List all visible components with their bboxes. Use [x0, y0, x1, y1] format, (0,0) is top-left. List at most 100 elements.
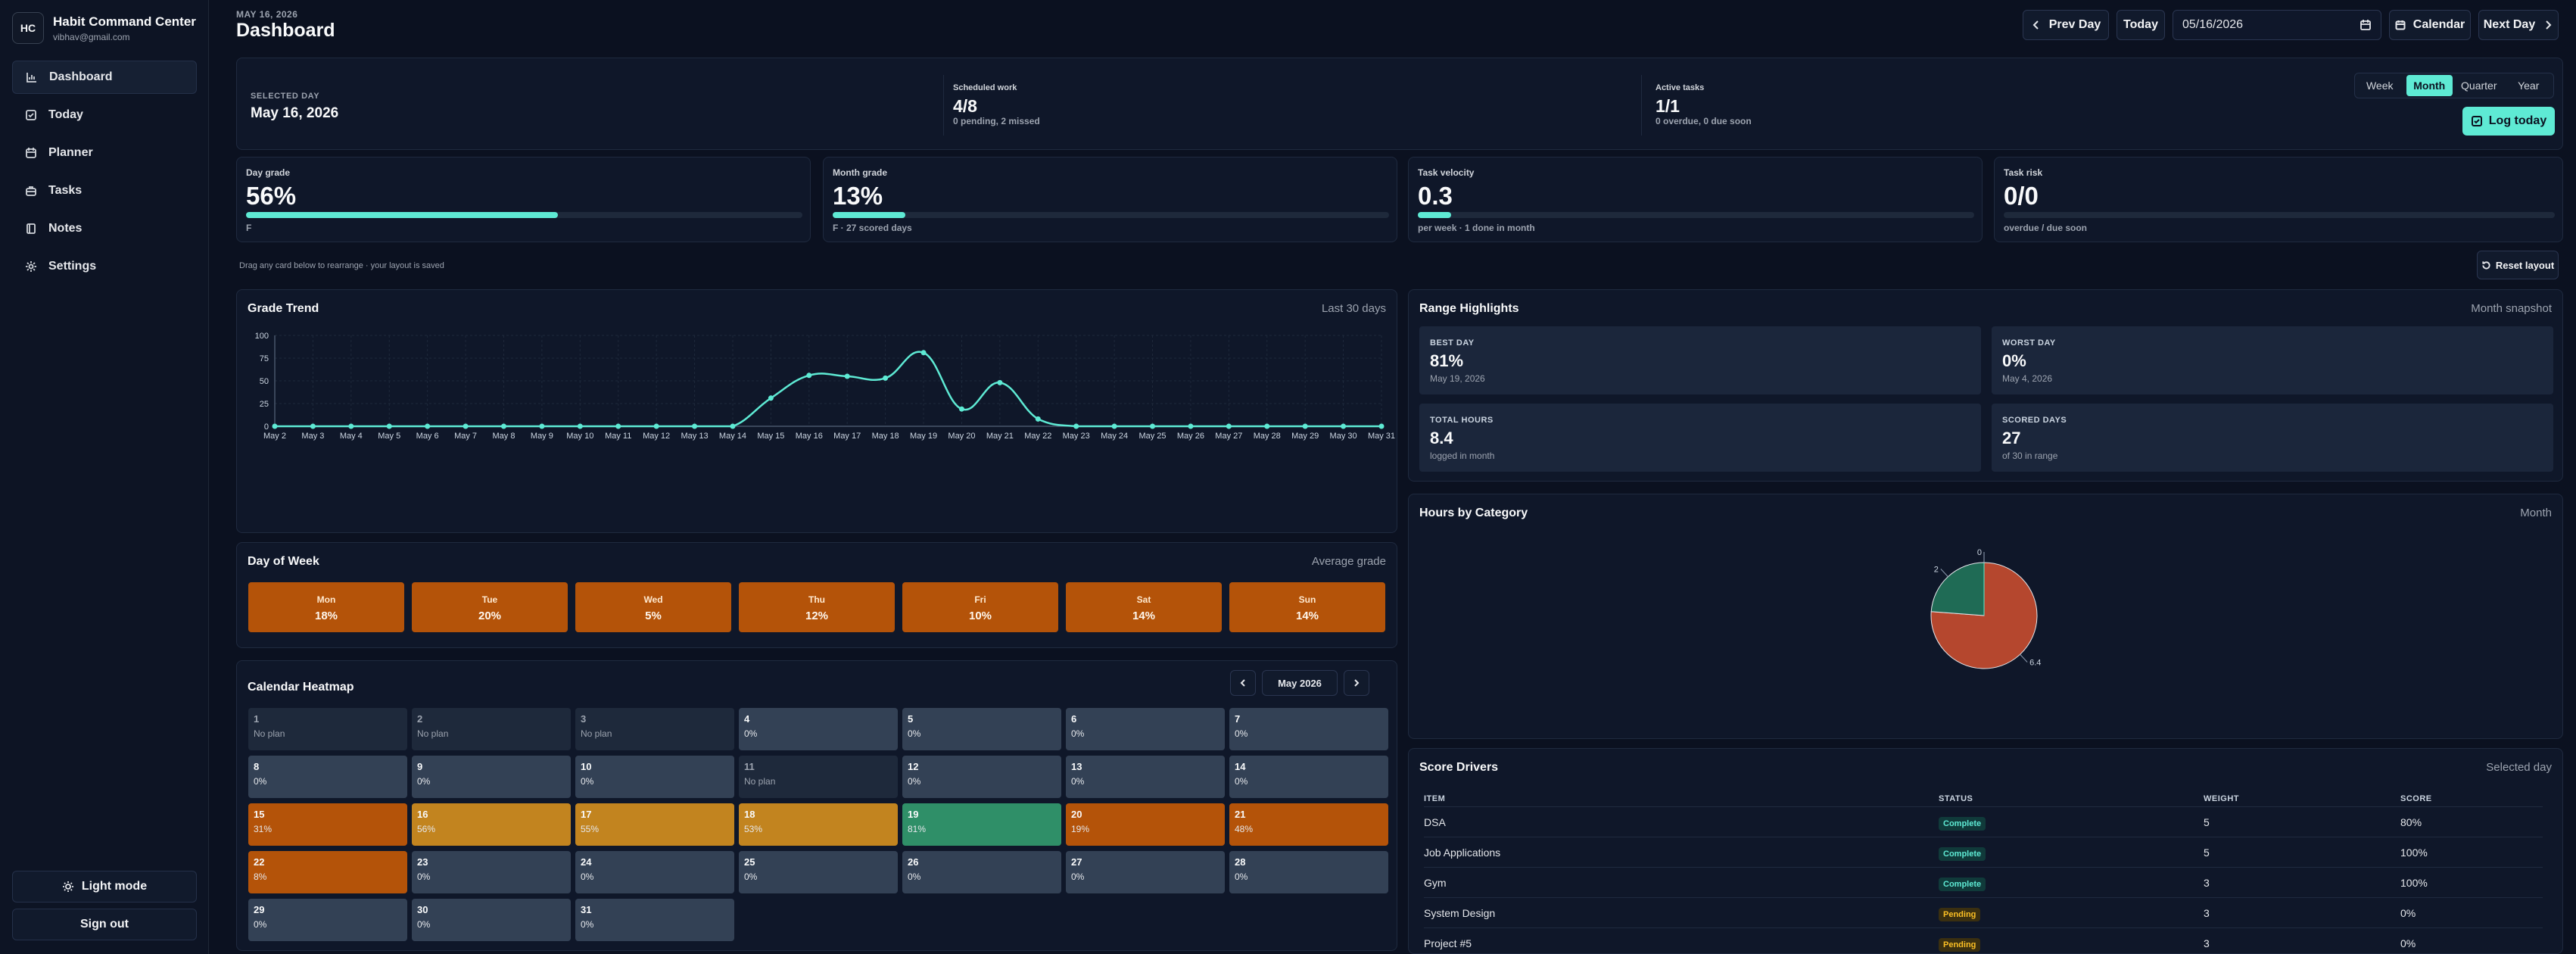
heatmap-day-cell[interactable]: 2 No plan	[412, 708, 571, 750]
heatmap-day-cell[interactable]: 17 55%	[575, 803, 734, 846]
sidebar-item-dashboard[interactable]: Dashboard	[12, 61, 197, 94]
kpi-value: 56%	[246, 182, 297, 210]
heatmap-day-cell[interactable]: 6 0%	[1066, 708, 1225, 750]
heatmap-day-number: 26	[908, 856, 919, 868]
day-value: 12%	[805, 610, 829, 622]
prev-day-button[interactable]: Prev Day	[2023, 10, 2109, 40]
driver-weight: 5	[2204, 816, 2210, 828]
heatmap-day-cell[interactable]: 12 0%	[902, 756, 1061, 798]
calendar-button[interactable]: Calendar	[2389, 10, 2471, 40]
log-today-button[interactable]: Log today	[2462, 107, 2555, 136]
sidebar-item-notes[interactable]: Notes	[12, 212, 197, 245]
driver-item: Project #5	[1424, 937, 1472, 949]
heatmap-day-cell[interactable]: 28 0%	[1229, 851, 1388, 893]
heatmap-day-cell[interactable]: 4 0%	[739, 708, 898, 750]
heatmap-day-cell[interactable]: 15 31%	[248, 803, 407, 846]
range-highlights-card[interactable]: Range Highlights Month snapshot BEST DAY…	[1408, 289, 2563, 482]
range-quarter[interactable]: Quarter	[2461, 80, 2497, 92]
today-button[interactable]: Today	[2117, 10, 2165, 40]
calendar-heatmap-card[interactable]: Calendar Heatmap May 2026 1 No plan 2 No pl…	[236, 660, 1397, 951]
x-tick-label: May 2	[263, 432, 286, 441]
heatmap-day-cell[interactable]: 1 No plan	[248, 708, 407, 750]
score-drivers-card[interactable]: Score Drivers Selected day ITEM STATUS W…	[1408, 748, 2563, 954]
heatmap-day-cell[interactable]: 19 81%	[902, 803, 1061, 846]
sidebar-item-tasks[interactable]: Tasks	[12, 174, 197, 207]
heatmap-day-cell[interactable]: 24 0%	[575, 851, 734, 893]
heatmap-day-cell[interactable]: 9 0%	[412, 756, 571, 798]
y-tick-label: 75	[260, 354, 269, 363]
data-point	[692, 423, 698, 429]
heatmap-day-cell[interactable]: 26 0%	[902, 851, 1061, 893]
heatmap-day-cell[interactable]: 29 0%	[248, 899, 407, 941]
data-point	[348, 423, 354, 429]
x-tick-label: May 24	[1101, 432, 1128, 441]
sign-out-button[interactable]: Sign out	[12, 909, 197, 940]
heatmap-day-number: 23	[417, 856, 428, 868]
heatmap-next-month-button[interactable]	[1344, 670, 1369, 696]
next-day-button[interactable]: Next Day	[2478, 10, 2559, 40]
date-input[interactable]: 05/16/2026	[2173, 10, 2381, 40]
heatmap-day-value: 0%	[908, 776, 921, 787]
hours-pie-chart: 6.4 2 0	[1930, 548, 2041, 669]
heatmap-day-cell[interactable]: 18 53%	[739, 803, 898, 846]
range-week[interactable]: Week	[2366, 80, 2394, 92]
sidebar-item-label: Settings	[48, 260, 97, 273]
grade-trend-line	[275, 351, 1381, 428]
heatmap-day-cell[interactable]: 20 19%	[1066, 803, 1225, 846]
heatmap-day-cell[interactable]: 14 0%	[1229, 756, 1388, 798]
heatmap-day-cell[interactable]: 13 0%	[1066, 756, 1225, 798]
heatmap-day-cell[interactable]: 10 0%	[575, 756, 734, 798]
heatmap-day-value: 0%	[744, 871, 758, 882]
heatmap-day-cell[interactable]: 21 48%	[1229, 803, 1388, 846]
day-of-week-card[interactable]: Day of Week Average grade Mon 18% Tue 20% …	[236, 542, 1397, 648]
driver-item: System Design	[1424, 907, 1496, 919]
grade-trend-card[interactable]: Grade Trend Last 30 days 0 25 50 75 100 May 2…	[236, 289, 1397, 533]
summary-panel: SELECTED DAY May 16, 2026 Scheduled work…	[236, 58, 2563, 150]
heatmap-day-cell[interactable]: 8 0%	[248, 756, 407, 798]
heatmap-day-cell[interactable]: 27 0%	[1066, 851, 1225, 893]
kpi-progress-bar	[833, 212, 1389, 218]
sidebar-item-settings[interactable]: Settings	[12, 250, 197, 283]
heatmap-day-value: 0%	[254, 919, 267, 930]
highlight-sub: logged in month	[1430, 450, 1495, 461]
heatmap-day-cell[interactable]: 30 0%	[412, 899, 571, 941]
data-point	[844, 373, 850, 379]
y-tick-label: 0	[264, 422, 269, 432]
hours-by-category-card[interactable]: Hours by Category Month 6.4 2 0	[1408, 494, 2563, 739]
pie-label-leader	[2020, 653, 2028, 662]
light-mode-button[interactable]: Light mode	[12, 871, 197, 903]
driver-weight: 3	[2204, 907, 2210, 919]
range-year[interactable]: Year	[2518, 80, 2540, 92]
sidebar-item-today[interactable]: Today	[12, 98, 197, 132]
heatmap-day-cell[interactable]: 31 0%	[575, 899, 734, 941]
heatmap-day-value: No plan	[744, 776, 776, 787]
selected-day-label: SELECTED DAY	[251, 92, 320, 101]
heatmap-day-value: 31%	[254, 824, 273, 834]
sidebar-item-planner[interactable]: Planner	[12, 136, 197, 170]
app-logo: HC	[12, 12, 44, 44]
x-tick-label: May 9	[531, 432, 553, 441]
heatmap-day-cell[interactable]: 5 0%	[902, 708, 1061, 750]
heatmap-prev-month-button[interactable]	[1230, 670, 1256, 696]
heatmap-day-cell[interactable]: 3 No plan	[575, 708, 734, 750]
heatmap-day-cell[interactable]: 25 0%	[739, 851, 898, 893]
driver-score: 80%	[2400, 816, 2422, 828]
heatmap-day-cell[interactable]: 16 56%	[412, 803, 571, 846]
reset-layout-button[interactable]: Reset layout	[2477, 251, 2559, 279]
heatmap-day-cell[interactable]: 22 8%	[248, 851, 407, 893]
day-of-week-tue: Tue 20%	[412, 582, 568, 632]
scheduled-work-sub: 0 pending, 2 missed	[953, 116, 1040, 126]
heatmap-day-cell[interactable]: 11 No plan	[739, 756, 898, 798]
highlight-label: BEST DAY	[1430, 338, 1475, 348]
heatmap-day-cell[interactable]: 23 0%	[412, 851, 571, 893]
heatmap-day-cell[interactable]: 7 0%	[1229, 708, 1388, 750]
data-point	[1188, 423, 1194, 429]
range-month[interactable]: Month	[2406, 75, 2453, 96]
heatmap-day-value: 0%	[1235, 871, 1248, 882]
driver-item: DSA	[1424, 816, 1446, 828]
data-point	[997, 379, 1003, 385]
active-tasks-label: Active tasks	[1656, 83, 1705, 92]
x-tick-label: May 23	[1063, 432, 1090, 441]
scheduled-work-label: Scheduled work	[953, 83, 1017, 92]
driver-status: Complete	[1939, 877, 1986, 891]
